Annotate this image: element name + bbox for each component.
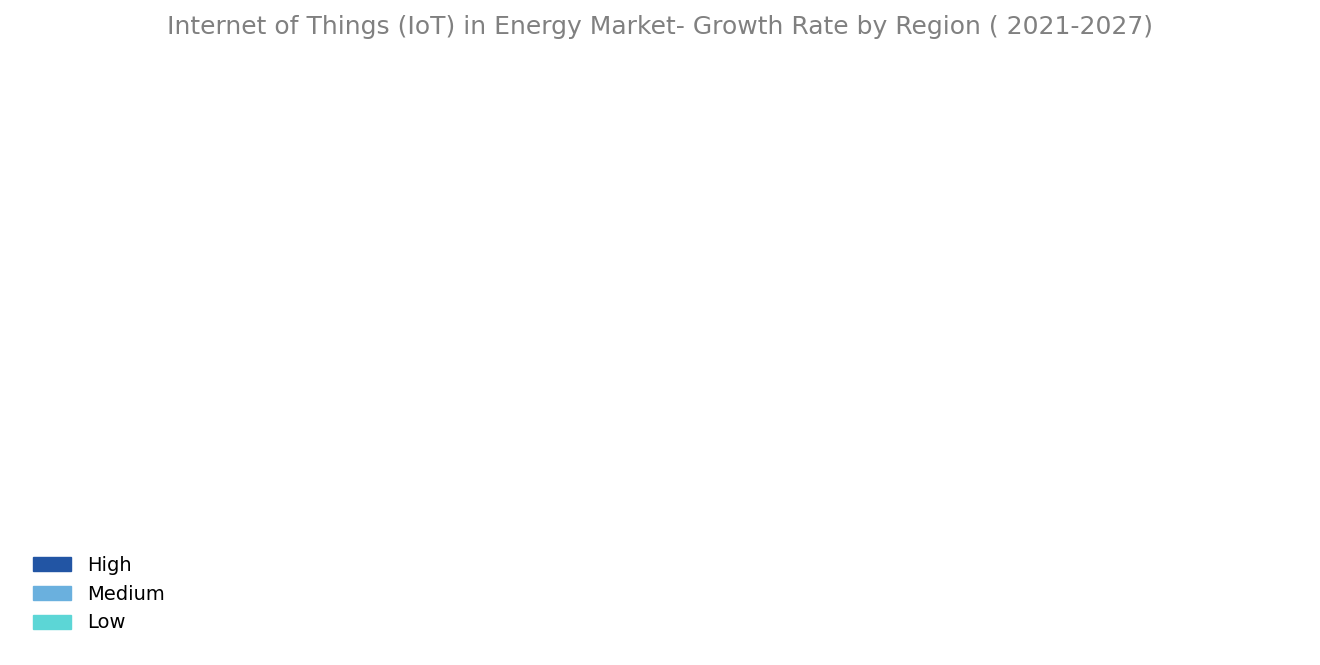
Title: Internet of Things (IoT) in Energy Market- Growth Rate by Region ( 2021-2027): Internet of Things (IoT) in Energy Marke… [168, 15, 1152, 39]
Legend: High, Medium, Low: High, Medium, Low [25, 548, 173, 640]
